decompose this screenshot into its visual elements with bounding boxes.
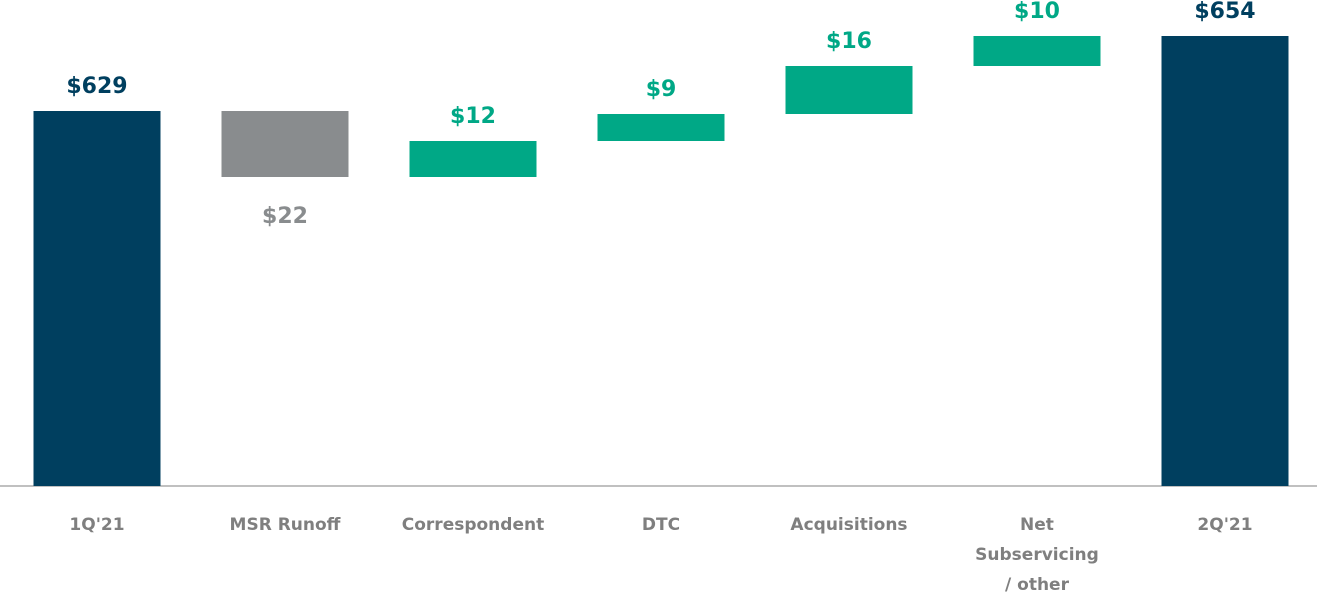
x-tick-label: 1Q'21 bbox=[69, 515, 125, 535]
bar bbox=[597, 114, 725, 141]
value-label: $12 bbox=[450, 104, 496, 129]
value-label: $629 bbox=[66, 74, 127, 99]
bar bbox=[785, 66, 913, 114]
bar bbox=[973, 36, 1101, 66]
value-label: $10 bbox=[1014, 0, 1060, 24]
bar bbox=[1161, 36, 1289, 486]
value-label: $9 bbox=[646, 77, 677, 102]
x-tick-label: DTC bbox=[641, 515, 681, 535]
value-label: $22 bbox=[262, 204, 308, 229]
x-tick-label: MSR Runoff bbox=[229, 515, 341, 535]
x-tick-label: 2Q'21 bbox=[1197, 515, 1253, 535]
value-label: $16 bbox=[826, 29, 872, 54]
x-tick-label: Acquisitions bbox=[790, 515, 908, 535]
bar bbox=[221, 111, 349, 177]
bar bbox=[33, 111, 161, 486]
value-label: $654 bbox=[1194, 0, 1255, 24]
x-tick-label: Correspondent bbox=[401, 515, 545, 535]
x-tick-label: Net Subservicing / other bbox=[975, 515, 1099, 595]
bar bbox=[409, 141, 537, 177]
